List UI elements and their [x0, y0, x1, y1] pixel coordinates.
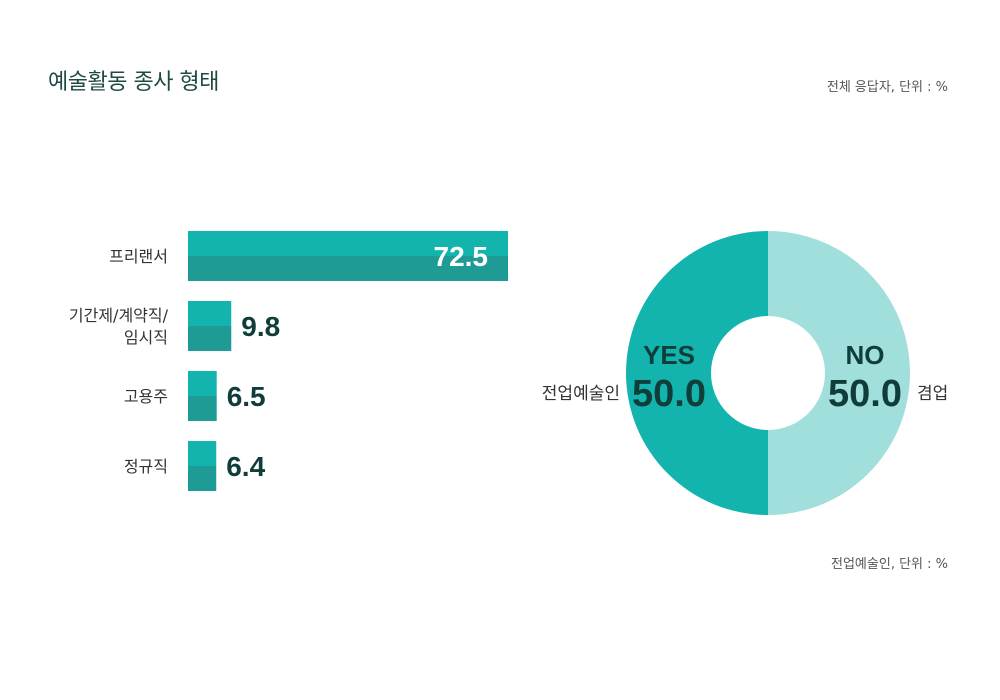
donut-yes-category-label: 전업예술인	[542, 384, 620, 404]
donut-yes-value: 50.0	[632, 373, 706, 415]
bar-2-value-label: 6.5	[227, 381, 266, 412]
bar-3-value-label: 6.4	[226, 451, 265, 482]
bar-1-category-label: 기간제/계약직/	[69, 306, 169, 325]
donut-no-value: 50.0	[828, 373, 902, 415]
unit-note-top: 전체 응답자, 단위 : %	[826, 80, 948, 95]
bar-2-bottom	[188, 396, 217, 421]
bar-3-category-label: 정규직	[124, 457, 168, 476]
chart-title: 예술활동 종사 형태	[48, 70, 219, 95]
unit-note-bottom: 전업예술인, 단위 : %	[831, 557, 948, 572]
bar-0-value-label: 72.5	[434, 241, 489, 272]
bar-1-category-label: 임시직	[124, 328, 168, 347]
bar-3-top	[188, 441, 217, 466]
donut-slice-yes	[626, 231, 768, 515]
bar-1-value-label: 9.8	[241, 311, 280, 342]
bar-1-bottom	[188, 326, 232, 351]
donut-no-key: NO	[846, 340, 885, 370]
donut-no-category-label: 겸업	[917, 384, 948, 404]
bar-2-category-label: 고용주	[124, 387, 168, 406]
donut-yes-key: YES	[643, 340, 695, 370]
bar-0-top	[188, 231, 508, 256]
bar-0-category-label: 프리랜서	[109, 247, 168, 266]
donut-slice-no	[768, 231, 910, 515]
bar-3-bottom	[188, 466, 217, 491]
bar-2-top	[188, 371, 217, 396]
bar-0-bottom	[188, 256, 508, 281]
bar-1-top	[188, 301, 232, 326]
